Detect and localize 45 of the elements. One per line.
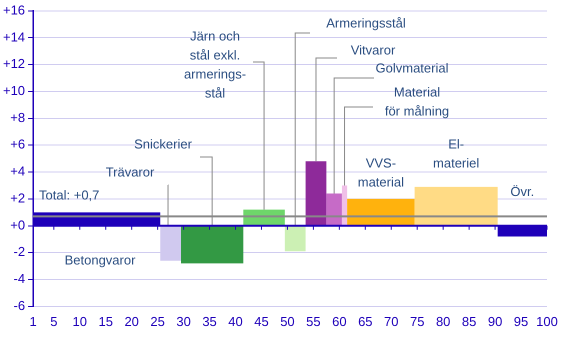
x-tick-label: 40 — [228, 314, 243, 329]
x-tick-label: 15 — [98, 314, 113, 329]
annotation: VVS- material — [358, 155, 404, 190]
y-tick-label: +8 — [10, 110, 26, 125]
x-tick-label: 55 — [306, 314, 321, 329]
x-tick-label: 75 — [410, 314, 424, 329]
y-tick-label: +0 — [10, 217, 26, 232]
y-tick-label: -6 — [13, 298, 26, 313]
annotation: Trävaror — [106, 164, 155, 180]
ref-line-label: Total: +0,7 — [39, 187, 100, 202]
x-tick-label: 50 — [280, 314, 295, 329]
annotation: Snickerier — [134, 136, 193, 152]
y-tick-label: +16 — [2, 2, 26, 18]
x-tick-label: 1 — [29, 314, 37, 329]
x-tick-label: 95 — [514, 314, 528, 329]
x-tick-label: 60 — [332, 314, 347, 329]
x-tick-label: 25 — [150, 314, 165, 329]
x-tick-label: 20 — [124, 314, 139, 329]
x-tick-label: 100 — [536, 314, 558, 329]
x-tick-label: 30 — [176, 314, 191, 329]
annotation: Armeringsstål — [326, 16, 406, 31]
annotation: Vitvaror — [350, 42, 396, 58]
x-tick-label: 90 — [488, 314, 502, 329]
x-tick-label: 5 — [50, 314, 58, 329]
y-tick-label: +6 — [10, 136, 26, 152]
y-tick-label: +12 — [2, 56, 26, 72]
y-tick-label: +2 — [10, 190, 26, 206]
x-tick-label: 80 — [436, 314, 450, 329]
y-tick-label: -2 — [13, 244, 26, 260]
annotation: Järn och stål exkl. armerings- stål — [184, 28, 246, 101]
y-tick-label: +10 — [2, 82, 26, 98]
y-tick-label: +14 — [2, 29, 26, 44]
x-tick-label: 45 — [254, 314, 269, 329]
annotation: Golvmaterial — [376, 60, 449, 76]
y-tick-label: -4 — [13, 271, 26, 286]
x-tick-label: 10 — [72, 314, 88, 329]
x-tick-label: 65 — [358, 314, 373, 329]
x-tick-label: 70 — [384, 314, 398, 329]
y-tick-label: +4 — [10, 164, 26, 179]
x-tick-label: 85 — [462, 314, 476, 329]
x-tick-label: 35 — [202, 314, 217, 329]
annotation: Material för målning — [384, 84, 450, 119]
annotation: El- materiel — [433, 136, 480, 170]
annotation: Betongvaror — [64, 252, 136, 268]
annotation: Övr. — [510, 184, 534, 200]
